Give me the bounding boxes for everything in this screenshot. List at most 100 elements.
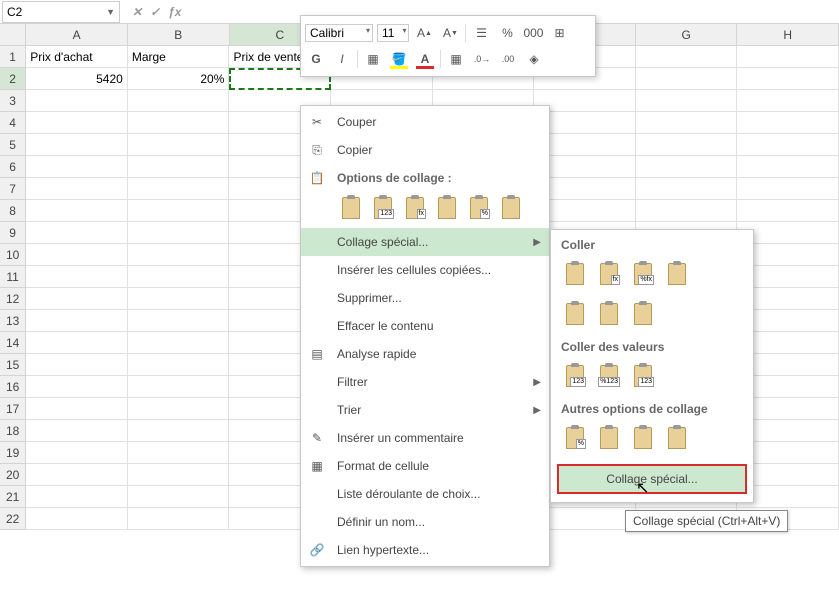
sub-paste-values-format-icon[interactable]: %123 [595,362,623,390]
merge-icon[interactable]: ⊞ [548,23,570,43]
cell-B7[interactable] [128,178,230,200]
row-head-22[interactable]: 22 [0,508,26,530]
row-head-3[interactable]: 3 [0,90,26,112]
menu-clear[interactable]: Effacer le contenu [301,312,549,340]
cell-B22[interactable] [128,508,230,530]
name-box[interactable]: C2 ▼ [2,1,120,23]
menu-cut[interactable]: ✂ Couper [301,108,549,136]
row-head-13[interactable]: 13 [0,310,26,332]
fill-color-icon[interactable]: 🪣 [388,49,410,69]
row-head-1[interactable]: 1 [0,46,26,68]
row-head-19[interactable]: 19 [0,442,26,464]
menu-dropdown-list[interactable]: Liste déroulante de choix... [301,480,549,508]
row-head-18[interactable]: 18 [0,420,26,442]
accept-formula-icon[interactable]: ✓ [150,5,160,19]
cell-B19[interactable] [128,442,230,464]
cell-H3[interactable] [737,90,839,112]
cell-A3[interactable] [26,90,128,112]
cell-G6[interactable] [636,156,738,178]
cell-G5[interactable] [636,134,738,156]
cell-H6[interactable] [737,156,839,178]
menu-copy[interactable]: ⎘ Copier [301,136,549,164]
cell-H1[interactable] [737,46,839,68]
paste-values-icon[interactable]: 123 [369,194,397,222]
cell-A4[interactable] [26,112,128,134]
bold-button[interactable]: G [305,49,327,69]
cell-A8[interactable] [26,200,128,222]
row-head-16[interactable]: 16 [0,376,26,398]
menu-define-name[interactable]: Définir un nom... [301,508,549,536]
cell-B14[interactable] [128,332,230,354]
cell-A9[interactable] [26,222,128,244]
menu-insert-copied[interactable]: Insérer les cellules copiées... [301,256,549,284]
cell-A2[interactable]: 5420 [26,68,128,90]
sub-paste-formatting-icon[interactable]: % [561,424,589,452]
borders-icon[interactable]: ▦ [362,49,384,69]
cell-A11[interactable] [26,266,128,288]
cell-B4[interactable] [128,112,230,134]
row-head-20[interactable]: 20 [0,464,26,486]
row-head-12[interactable]: 12 [0,288,26,310]
cell-A12[interactable] [26,288,128,310]
format-painter-icon[interactable]: ▦ [445,49,467,69]
row-head-9[interactable]: 9 [0,222,26,244]
row-head-15[interactable]: 15 [0,354,26,376]
cell-G7[interactable] [636,178,738,200]
cell-A14[interactable] [26,332,128,354]
cell-B12[interactable] [128,288,230,310]
sub-paste-formulas-format-icon[interactable]: %fx [629,260,657,288]
sub-paste-noborders-icon[interactable] [561,300,589,328]
sub-paste-transpose-icon[interactable] [629,300,657,328]
menu-sort[interactable]: Trier ▶ [301,396,549,424]
row-head-6[interactable]: 6 [0,156,26,178]
cell-H7[interactable] [737,178,839,200]
sub-paste-values-icon[interactable]: 123 [561,362,589,390]
submenu-paste-special-button[interactable]: Collage spécial... [557,464,747,494]
menu-insert-comment[interactable]: ✎ Insérer un commentaire [301,424,549,452]
accounting-format-icon[interactable]: ☰ [470,23,492,43]
cell-H8[interactable] [737,200,839,222]
cell-B18[interactable] [128,420,230,442]
font-family-select[interactable]: Calibri [305,24,373,42]
col-head-G[interactable]: G [636,24,738,46]
cell-B8[interactable] [128,200,230,222]
menu-format-cells[interactable]: ▦ Format de cellule [301,452,549,480]
paste-link-icon[interactable] [497,194,525,222]
row-head-7[interactable]: 7 [0,178,26,200]
cell-B15[interactable] [128,354,230,376]
row-head-2[interactable]: 2 [0,68,26,90]
select-all-corner[interactable] [0,24,26,46]
cell-G3[interactable] [636,90,738,112]
sub-paste-keep-format-icon[interactable] [663,260,691,288]
sub-paste-values-source-icon[interactable]: 123 [629,362,657,390]
font-color-icon[interactable]: A [414,49,436,69]
menu-delete[interactable]: Supprimer... [301,284,549,312]
cell-A15[interactable] [26,354,128,376]
row-head-21[interactable]: 21 [0,486,26,508]
paste-all-icon[interactable] [337,194,365,222]
row-head-11[interactable]: 11 [0,266,26,288]
cell-A16[interactable] [26,376,128,398]
cell-B21[interactable] [128,486,230,508]
cell-A17[interactable] [26,398,128,420]
menu-hyperlink[interactable]: 🔗 Lien hypertexte... [301,536,549,564]
cell-B5[interactable] [128,134,230,156]
cell-B3[interactable] [128,90,230,112]
cell-B9[interactable] [128,222,230,244]
cell-G1[interactable] [636,46,738,68]
cell-B13[interactable] [128,310,230,332]
cell-H2[interactable] [737,68,839,90]
row-head-17[interactable]: 17 [0,398,26,420]
row-head-5[interactable]: 5 [0,134,26,156]
menu-quick-analysis[interactable]: ▤ Analyse rapide [301,340,549,368]
name-box-dropdown-icon[interactable]: ▼ [106,7,115,17]
cell-B6[interactable] [128,156,230,178]
col-head-B[interactable]: B [128,24,230,46]
cancel-formula-icon[interactable]: ✕ [132,5,142,19]
cell-A6[interactable] [26,156,128,178]
cell-A20[interactable] [26,464,128,486]
row-head-14[interactable]: 14 [0,332,26,354]
cell-G4[interactable] [636,112,738,134]
paste-transpose-icon[interactable] [433,194,461,222]
cell-H5[interactable] [737,134,839,156]
